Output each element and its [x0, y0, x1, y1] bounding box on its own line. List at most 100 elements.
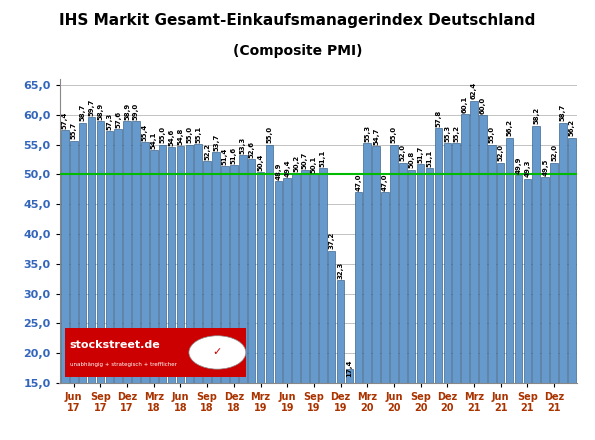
Text: ✓: ✓ — [212, 348, 222, 357]
Text: unabhängig + strategisch + trefflicher: unabhängig + strategisch + trefflicher — [70, 362, 177, 367]
Bar — [533, 126, 540, 383]
Bar — [248, 159, 255, 383]
Text: 55,0: 55,0 — [488, 126, 495, 143]
Bar — [328, 251, 336, 383]
Bar — [212, 152, 220, 383]
Bar — [239, 155, 246, 383]
Text: 51,6: 51,6 — [231, 147, 237, 164]
Bar — [408, 170, 415, 383]
Text: 52,6: 52,6 — [249, 141, 255, 158]
Bar — [470, 101, 478, 383]
Text: 57,4: 57,4 — [62, 112, 68, 129]
Bar — [168, 147, 176, 383]
Bar — [568, 138, 575, 383]
Text: 57,8: 57,8 — [436, 110, 441, 127]
Bar — [390, 145, 397, 383]
Text: 50,4: 50,4 — [258, 154, 264, 171]
Text: 60,1: 60,1 — [462, 96, 468, 113]
Bar — [497, 162, 505, 383]
Bar — [515, 175, 522, 383]
Text: 53,3: 53,3 — [240, 136, 246, 154]
Bar — [417, 164, 424, 383]
Text: 55,4: 55,4 — [142, 124, 148, 141]
Bar — [186, 145, 193, 383]
Bar — [355, 192, 362, 383]
Bar — [550, 162, 558, 383]
Text: 55,3: 55,3 — [444, 125, 450, 142]
Text: 52,0: 52,0 — [497, 144, 503, 161]
Bar — [195, 144, 202, 383]
Bar — [79, 123, 86, 383]
Text: (Composite PMI): (Composite PMI) — [233, 44, 362, 58]
Text: stockstreet.de: stockstreet.de — [70, 340, 161, 350]
Bar — [132, 121, 140, 383]
Bar — [203, 161, 211, 383]
Text: 58,2: 58,2 — [533, 107, 539, 125]
Bar — [292, 173, 300, 383]
Bar — [346, 369, 353, 383]
Bar — [70, 140, 77, 383]
Text: 52,0: 52,0 — [551, 144, 557, 161]
Bar — [319, 168, 327, 383]
Bar — [256, 172, 264, 383]
Bar — [399, 162, 406, 383]
Text: 53,7: 53,7 — [213, 134, 219, 151]
Text: 49,9: 49,9 — [515, 156, 521, 174]
Text: 37,2: 37,2 — [328, 232, 334, 249]
Text: 58,7: 58,7 — [80, 104, 86, 121]
Text: 58,7: 58,7 — [560, 104, 566, 121]
Text: 59,7: 59,7 — [89, 98, 95, 116]
Text: 17,4: 17,4 — [346, 359, 352, 377]
Text: 57,3: 57,3 — [107, 113, 112, 130]
Text: 56,2: 56,2 — [506, 119, 512, 136]
Bar — [381, 192, 389, 383]
Text: 58,9: 58,9 — [98, 103, 104, 120]
FancyBboxPatch shape — [65, 328, 246, 377]
Bar — [230, 165, 237, 383]
Bar — [301, 170, 309, 383]
Text: 56,2: 56,2 — [569, 119, 575, 136]
Text: 51,1: 51,1 — [320, 150, 326, 167]
Text: 47,0: 47,0 — [355, 174, 361, 191]
Bar — [96, 121, 104, 383]
Bar — [541, 177, 549, 383]
Bar — [337, 280, 345, 383]
Text: 55,0: 55,0 — [267, 126, 273, 143]
Text: 59,0: 59,0 — [133, 103, 139, 120]
Text: 49,3: 49,3 — [524, 160, 530, 177]
Text: 48,9: 48,9 — [275, 162, 281, 180]
Bar — [364, 143, 371, 383]
Bar — [524, 179, 531, 383]
Bar — [559, 123, 566, 383]
Text: 50,1: 50,1 — [311, 155, 317, 172]
Bar — [221, 166, 228, 383]
Text: 55,0: 55,0 — [159, 126, 165, 143]
Text: 57,6: 57,6 — [115, 111, 121, 128]
Bar — [426, 168, 433, 383]
Text: 52,0: 52,0 — [400, 144, 406, 161]
Bar — [141, 142, 149, 383]
Bar — [479, 115, 487, 383]
Text: 55,7: 55,7 — [71, 122, 77, 139]
Bar — [372, 147, 380, 383]
Bar — [105, 131, 113, 383]
Bar — [265, 145, 273, 383]
Text: 52,2: 52,2 — [204, 143, 210, 160]
Text: 55,1: 55,1 — [195, 126, 201, 143]
Text: 58,9: 58,9 — [124, 103, 130, 120]
Text: 51,4: 51,4 — [222, 147, 228, 165]
Bar — [114, 129, 122, 383]
Text: 51,1: 51,1 — [427, 150, 433, 167]
Bar — [506, 138, 513, 383]
Text: 55,0: 55,0 — [186, 126, 192, 143]
Text: IHS Markit Gesamt-Einkaufsmanagerindex Deutschland: IHS Markit Gesamt-Einkaufsmanagerindex D… — [60, 13, 536, 28]
Bar — [159, 145, 167, 383]
Text: 50,8: 50,8 — [409, 151, 415, 169]
Text: 32,3: 32,3 — [337, 261, 343, 279]
Bar — [123, 121, 131, 383]
Bar — [452, 143, 460, 383]
Text: 54,7: 54,7 — [373, 128, 379, 145]
Text: 62,4: 62,4 — [471, 82, 477, 99]
Circle shape — [189, 336, 246, 369]
Bar — [488, 145, 496, 383]
